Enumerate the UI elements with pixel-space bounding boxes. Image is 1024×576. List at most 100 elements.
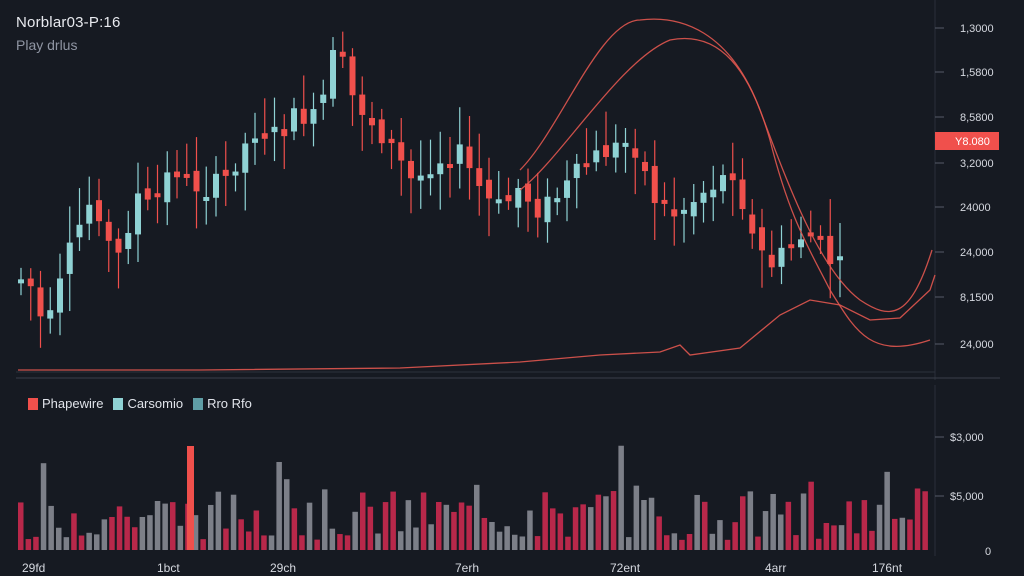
candle-body — [476, 168, 483, 187]
volume-bar — [481, 517, 488, 550]
candle-body — [349, 56, 356, 96]
x-tick-label: 29fd — [22, 561, 45, 575]
volume-bar — [907, 519, 913, 550]
volume-bar — [626, 537, 632, 550]
candle-body — [515, 187, 522, 208]
candle-body — [47, 310, 54, 319]
price-tick-label: 8,5800 — [960, 112, 994, 124]
candle-body — [339, 51, 346, 57]
volume-bar — [686, 534, 693, 550]
candle-body — [18, 279, 24, 284]
volume-bar — [177, 525, 184, 550]
overlay-line — [519, 37, 931, 347]
volume-bar — [284, 479, 290, 550]
volume-bar — [595, 494, 602, 550]
candle-body — [671, 209, 678, 217]
legend-item[interactable]: Carsomio — [113, 396, 183, 411]
chart-subtitle: Play drlus — [16, 37, 78, 53]
candle-body — [837, 256, 843, 261]
candle-body — [154, 193, 161, 198]
volume-bar — [610, 491, 617, 550]
volume-bar — [208, 504, 214, 550]
volume-bar — [428, 524, 434, 550]
volume-bar — [861, 500, 868, 550]
volume-bar — [762, 511, 769, 550]
candle-body — [310, 109, 317, 124]
candle-body — [749, 214, 756, 234]
volume-bar — [299, 535, 305, 550]
volume-bar — [846, 501, 852, 550]
candle-body — [135, 193, 141, 235]
volume-tick-label: $5,000 — [950, 491, 984, 503]
candle-body — [690, 202, 697, 217]
volume-bar — [170, 502, 176, 550]
candle-body — [486, 179, 492, 199]
volume-bar — [116, 506, 123, 550]
volume-bar — [899, 517, 906, 550]
volume-bar — [268, 535, 275, 550]
volume-bar — [375, 533, 381, 550]
candle-body — [729, 173, 736, 181]
candle-body — [456, 144, 463, 164]
volume-bar — [276, 461, 282, 550]
volume-bar — [261, 535, 267, 550]
volume-tick-label: 0 — [985, 546, 991, 558]
candle-body — [105, 221, 112, 241]
volume-bar — [329, 528, 336, 550]
candle-body — [359, 94, 366, 115]
legend-item[interactable]: Rro Rfo — [193, 396, 252, 411]
candle-body — [271, 126, 278, 133]
volume-bar — [474, 484, 480, 550]
candle-body — [183, 173, 190, 178]
candle-body — [603, 145, 609, 158]
candle-body — [525, 183, 531, 202]
candle-body — [96, 200, 102, 222]
candle-body — [57, 278, 63, 313]
volume-bar — [246, 531, 252, 550]
volume-bar — [223, 528, 229, 550]
volume-bar — [238, 519, 244, 550]
volume-bar — [367, 506, 374, 550]
volume-bar — [588, 507, 594, 550]
legend-item[interactable]: Phapewire — [28, 396, 103, 411]
candle-body — [125, 232, 132, 249]
candle-body — [300, 108, 307, 124]
candle-body — [642, 161, 648, 172]
price-tick-label: 8,1500 — [960, 292, 994, 304]
volume-bar — [694, 494, 700, 550]
volume-bar — [702, 501, 708, 550]
volume-bar — [557, 513, 564, 550]
volume-bar — [291, 508, 298, 550]
volume-bar — [633, 485, 640, 550]
volume-bar — [770, 493, 776, 550]
volume-bar — [420, 492, 427, 550]
candle-body — [27, 278, 34, 287]
volume-bar — [755, 536, 761, 550]
volume-bar — [162, 503, 168, 550]
candle-body — [427, 174, 434, 179]
volume-bar — [732, 522, 738, 550]
volume-bar — [337, 534, 343, 550]
volume-bar — [854, 533, 860, 550]
chart-title: Norblar03-P:16 — [16, 14, 121, 31]
candle-body — [807, 232, 814, 237]
volume-bar — [360, 492, 366, 550]
volume-bar — [489, 521, 495, 550]
volume-bar — [56, 527, 62, 550]
volume-bar — [398, 531, 404, 550]
candle-body — [320, 94, 327, 103]
x-tick-label: 72ent — [610, 561, 641, 575]
candle-body — [115, 238, 122, 253]
candle-body — [622, 142, 629, 147]
x-tick-label: 7erh — [455, 561, 479, 575]
volume-bar — [717, 520, 723, 550]
volume-bar — [200, 539, 206, 550]
price-tick-label: 24,000 — [960, 339, 994, 351]
price-tick-label: 1,5800 — [960, 67, 994, 79]
candle-body — [798, 239, 804, 248]
candle-body — [291, 108, 297, 132]
x-tick-label: 4arr — [765, 561, 786, 575]
candle-body — [261, 133, 268, 139]
